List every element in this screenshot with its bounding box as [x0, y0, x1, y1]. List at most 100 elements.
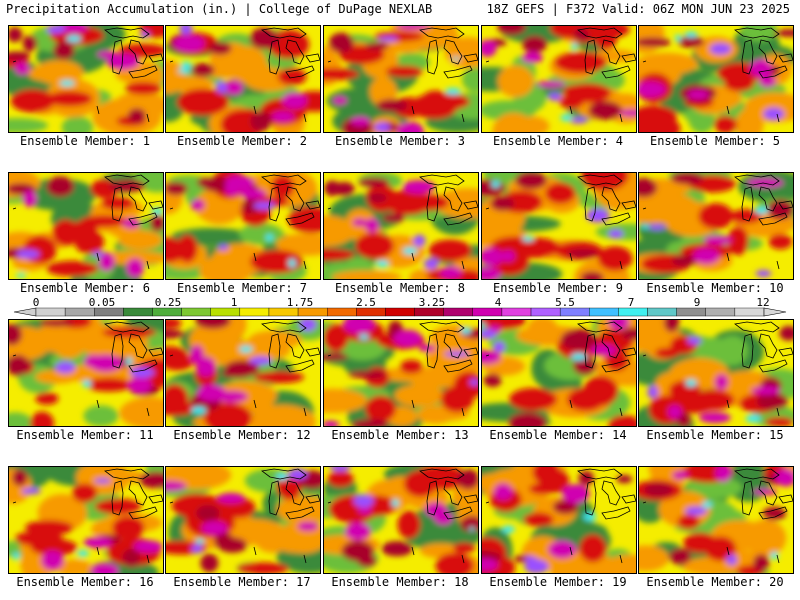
legend-tick-label: 2.5 [356, 296, 376, 309]
state-border-marks [169, 60, 307, 123]
great-lakes-outline [577, 321, 636, 373]
legend-color-bin [501, 307, 532, 317]
legend-tick-label: 1.75 [286, 296, 314, 309]
ensemble-member-map [638, 25, 794, 133]
ensemble-member-label: Ensemble Member: 14 [489, 428, 627, 442]
great-lakes-outline [577, 174, 636, 226]
ensemble-member-map [165, 466, 321, 574]
state-border-marks [12, 60, 150, 123]
precip-color-legend [13, 307, 787, 317]
legend-tick-label: 1 [230, 296, 238, 309]
ensemble-member-label: Ensemble Member: 4 [492, 134, 624, 148]
ensemble-member-map [8, 25, 164, 133]
legend-color-bin [647, 307, 677, 317]
ensemble-member-map [323, 172, 479, 280]
great-lakes-outline [104, 468, 163, 520]
state-border-marks [169, 354, 307, 417]
legend-color-bin [152, 307, 182, 317]
precip-contour-blobs [639, 320, 793, 426]
ensemble-member-label: Ensemble Member: 17 [173, 575, 311, 589]
state-border-marks [485, 501, 623, 564]
great-lakes-outline [419, 174, 478, 226]
legend-tick-label: 4 [494, 296, 502, 309]
legend-color-bin [559, 307, 590, 317]
legend-color-bin [443, 307, 473, 317]
state-border-marks [12, 501, 150, 564]
state-border-marks [327, 501, 465, 564]
legend-color-bin [676, 307, 706, 317]
ensemble-member-map [165, 25, 321, 133]
ensemble-member-label: Ensemble Member: 15 [646, 428, 784, 442]
ensemble-member-map [638, 319, 794, 427]
precip-contour-blobs [639, 467, 793, 573]
ensemble-member-map [323, 25, 479, 133]
state-border-marks [12, 354, 150, 417]
legend-high-arrow [763, 307, 787, 317]
ensemble-member-label: Ensemble Member: 18 [331, 575, 469, 589]
state-border-marks [327, 207, 465, 270]
precip-contour-blobs [324, 320, 478, 426]
ensemble-member-map [323, 466, 479, 574]
precip-contour-blobs [482, 320, 636, 426]
legend-tick-label: 7 [627, 296, 635, 309]
ensemble-member-map [481, 466, 637, 574]
legend-tick-label: 0.05 [88, 296, 116, 309]
precip-contour-blobs [324, 26, 478, 132]
state-border-marks [169, 501, 307, 564]
ensemble-member-map [165, 319, 321, 427]
precip-contour-blobs [166, 467, 320, 573]
legend-tick-label: 3.25 [418, 296, 446, 309]
legend-tick-label: 5.5 [555, 296, 575, 309]
great-lakes-outline [734, 174, 793, 226]
legend-tick-label: 9 [693, 296, 701, 309]
great-lakes-outline [419, 468, 478, 520]
great-lakes-outline [261, 321, 320, 373]
great-lakes-outline [734, 468, 793, 520]
legend-color-bin [210, 307, 241, 317]
legend-tick-label: 0.25 [154, 296, 182, 309]
ensemble-member-label: Ensemble Member: 10 [646, 281, 784, 295]
legend-tick-label: 0 [32, 296, 40, 309]
great-lakes-outline [261, 468, 320, 520]
great-lakes-outline [104, 27, 163, 79]
legend-tick-label: 12 [756, 296, 770, 309]
precip-contour-blobs [166, 26, 320, 132]
state-border-marks [642, 354, 780, 417]
ensemble-member-label: Ensemble Member: 20 [646, 575, 784, 589]
great-lakes-outline [419, 27, 478, 79]
state-border-marks [485, 354, 623, 417]
precip-contour-blobs [324, 173, 478, 279]
ensemble-member-label: Ensemble Member: 1 [19, 134, 151, 148]
run-valid-time: 18Z GEFS | F372 Valid: 06Z MON JUN 23 20… [486, 2, 790, 16]
state-border-marks [169, 207, 307, 270]
ensemble-member-map [481, 25, 637, 133]
ensemble-member-label: Ensemble Member: 13 [331, 428, 469, 442]
precip-contour-blobs [9, 467, 163, 573]
ensemble-member-label: Ensemble Member: 7 [176, 281, 308, 295]
ensemble-member-map [638, 172, 794, 280]
ensemble-member-label: Ensemble Member: 16 [16, 575, 154, 589]
state-border-marks [642, 207, 780, 270]
precip-contour-blobs [166, 320, 320, 426]
precip-contour-blobs [324, 467, 478, 573]
ensemble-member-label: Ensemble Member: 8 [334, 281, 466, 295]
legend-color-bin [297, 307, 328, 317]
legend-color-bin [356, 307, 386, 317]
ensemble-member-map [481, 319, 637, 427]
legend-color-bin [385, 307, 415, 317]
great-lakes-outline [577, 468, 636, 520]
great-lakes-outline [577, 27, 636, 79]
great-lakes-outline [104, 321, 163, 373]
legend-color-bin [414, 307, 444, 317]
great-lakes-outline [261, 27, 320, 79]
ensemble-member-label: Ensemble Member: 12 [173, 428, 311, 442]
legend-color-bin [123, 307, 153, 317]
precip-contour-blobs [9, 26, 163, 132]
ensemble-member-label: Ensemble Member: 9 [492, 281, 624, 295]
state-border-marks [485, 207, 623, 270]
legend-color-bin [530, 307, 561, 317]
legend-color-bin [472, 307, 503, 317]
legend-low-arrow [13, 307, 37, 317]
ensemble-member-map [638, 466, 794, 574]
precip-contour-blobs [9, 173, 163, 279]
